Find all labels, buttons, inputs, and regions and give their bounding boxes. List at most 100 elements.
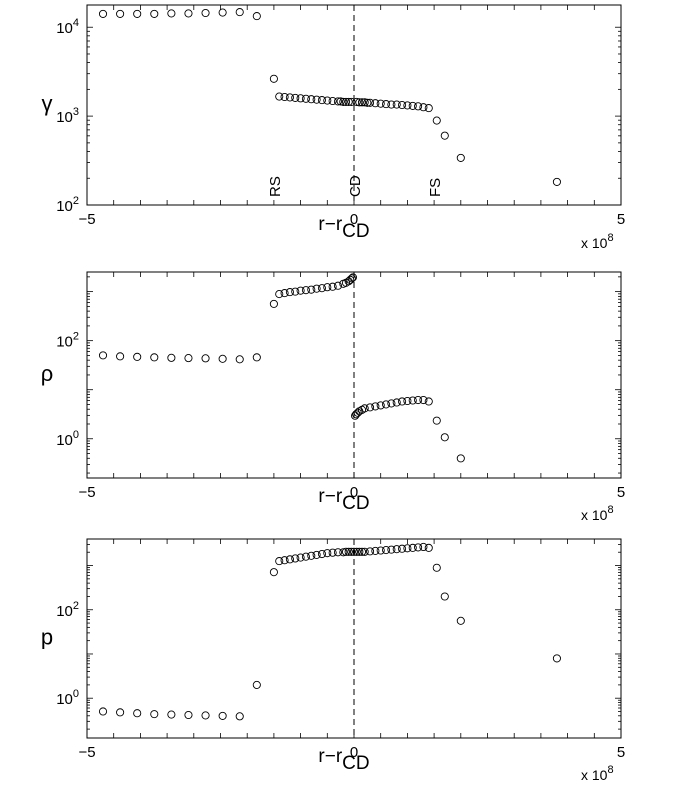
data-point (252, 12, 261, 21)
data-point (98, 707, 108, 716)
data-point (312, 284, 321, 293)
data-point (333, 281, 343, 290)
data-point (408, 101, 417, 110)
data-point (351, 411, 360, 420)
data-point (291, 554, 300, 563)
data-point (285, 93, 294, 102)
y-tick-label: 103 (56, 106, 79, 126)
data-point (352, 97, 361, 106)
data-point (376, 99, 385, 108)
data-point (150, 353, 159, 362)
data-point (150, 710, 159, 719)
data-point (341, 97, 351, 106)
data-point (201, 354, 210, 363)
data-point (408, 396, 417, 405)
data-point (98, 9, 108, 18)
data-point (269, 74, 278, 83)
data-point (371, 99, 380, 108)
x-tick-label: 5 (617, 484, 625, 501)
data-point (424, 543, 433, 552)
data-point (398, 397, 407, 406)
data-point (312, 550, 321, 559)
data-point (307, 285, 316, 294)
data-point (280, 556, 289, 565)
data-point (275, 290, 284, 299)
data-point (432, 416, 441, 425)
data-point (184, 9, 193, 18)
data-point (360, 404, 369, 413)
data-point (352, 547, 361, 556)
y-axis-label: ρ (41, 361, 54, 386)
data-point (235, 355, 244, 364)
data-point (341, 547, 351, 556)
data-point (456, 454, 465, 463)
data-point (381, 100, 391, 109)
data-point (116, 9, 125, 18)
data-point (387, 545, 396, 554)
data-point (317, 284, 327, 293)
data-point (201, 711, 210, 720)
data-point (296, 94, 305, 103)
data-point (317, 96, 327, 105)
data-point (296, 286, 305, 295)
data-point (307, 95, 316, 104)
data-point (301, 286, 310, 295)
data-point (98, 351, 108, 360)
data-point (419, 542, 428, 552)
data-point (360, 98, 369, 107)
data-point (360, 547, 369, 556)
data-point (218, 8, 227, 17)
data-point (116, 352, 125, 361)
data-point (328, 96, 337, 106)
data-point (381, 400, 391, 409)
x-tick-label: 5 (617, 211, 625, 228)
data-point (296, 553, 305, 562)
data-point (339, 97, 348, 106)
data-point (116, 708, 125, 717)
data-point (381, 546, 391, 555)
x-tick-label: −5 (78, 744, 95, 761)
x-tick-label: 0 (350, 484, 358, 501)
data-point (317, 549, 327, 559)
data-point (387, 399, 396, 408)
data-point (133, 709, 142, 718)
data-point (252, 353, 261, 362)
annotation-fs: FS (427, 178, 444, 197)
data-point (414, 543, 423, 552)
x-axis-label: r−rCD (318, 486, 369, 514)
x-tick-label: 5 (617, 744, 625, 761)
data-point (552, 654, 561, 663)
data-point (269, 568, 278, 577)
data-point (201, 8, 210, 18)
y-tick-label: 102 (56, 195, 79, 215)
data-point (235, 712, 244, 721)
x-axis-label: r−rCD (318, 746, 369, 774)
data-point (312, 95, 321, 104)
data-point (355, 547, 364, 556)
data-point (414, 395, 423, 405)
x-multiplier: x 108 (581, 232, 614, 251)
data-point (167, 353, 176, 362)
annotation-rs: RS (267, 176, 284, 197)
data-point (167, 9, 176, 18)
data-point (328, 548, 337, 557)
data-point (349, 547, 359, 556)
y-tick-label: 100 (56, 429, 79, 449)
data-point (365, 98, 375, 107)
data-point (408, 543, 417, 552)
data-point (355, 98, 364, 107)
data-point (347, 274, 356, 283)
data-point (398, 100, 407, 110)
data-point (392, 398, 401, 407)
data-point (357, 98, 367, 107)
x-tick-label: 0 (350, 744, 358, 761)
data-point (552, 177, 561, 186)
data-point (184, 354, 193, 363)
data-point (357, 547, 367, 556)
data-point (347, 547, 356, 556)
data-point (392, 100, 401, 109)
data-point (252, 680, 261, 689)
data-point (403, 396, 412, 406)
data-point (363, 98, 372, 107)
data-point (432, 563, 441, 572)
